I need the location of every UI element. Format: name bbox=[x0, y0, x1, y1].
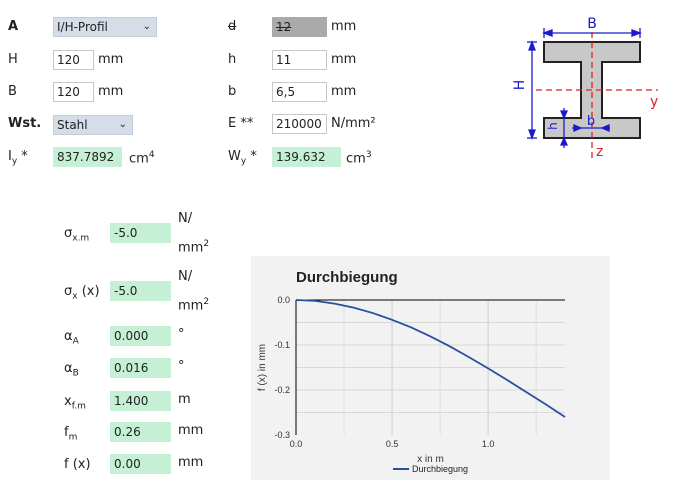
result-unit-2: mm2 bbox=[178, 239, 210, 256]
result-value: 0.26 bbox=[110, 422, 171, 442]
result-label: fm bbox=[64, 425, 78, 443]
result-label: σx.m bbox=[64, 226, 90, 244]
y-tick-label: 0.0 bbox=[277, 295, 290, 305]
wy-label: Wy * bbox=[228, 149, 257, 167]
flange-h-unit: mm bbox=[331, 52, 357, 67]
y-tick-label: -0.2 bbox=[274, 385, 290, 395]
a-label: A bbox=[8, 19, 19, 34]
legend-label: Durchbiegung bbox=[412, 464, 468, 474]
web-b-unit: mm bbox=[331, 84, 357, 99]
result-unit-2: mm2 bbox=[178, 297, 210, 314]
y-tick-label: -0.1 bbox=[274, 340, 290, 350]
d-label: d bbox=[228, 19, 237, 34]
result-unit: N/ bbox=[178, 269, 193, 284]
b-label: B bbox=[8, 84, 17, 99]
wy-unit: cm3 bbox=[346, 150, 372, 167]
y-axis-label: f (x) in mm bbox=[257, 344, 268, 391]
result-unit: m bbox=[178, 392, 191, 407]
result-unit: ° bbox=[178, 359, 185, 374]
x-axis-label: x in m bbox=[417, 454, 444, 465]
diagram-label-B: B bbox=[587, 16, 597, 32]
i-beam-diagram: B H h b y z bbox=[512, 16, 658, 160]
result-label: f (x) bbox=[64, 457, 91, 472]
profile-select-value: I/H-Profil bbox=[57, 20, 108, 34]
h-input[interactable]: 120 bbox=[53, 50, 94, 70]
h-unit: mm bbox=[98, 52, 124, 67]
x-tick-label: 1.0 bbox=[482, 439, 495, 449]
diagram-label-H: H bbox=[512, 80, 528, 91]
flange-h-input[interactable]: 11 bbox=[272, 50, 327, 70]
h-label: H bbox=[8, 52, 18, 67]
profile-select[interactable]: I/H-Profil ⌄ bbox=[53, 17, 157, 37]
diagram-label-b: b bbox=[587, 114, 595, 129]
material-select-value: Stahl bbox=[57, 118, 88, 132]
x-tick-label: 0.5 bbox=[386, 439, 399, 449]
chart-title: Durchbiegung bbox=[296, 269, 398, 286]
result-unit: mm bbox=[178, 455, 204, 470]
wy-output: 139.632 bbox=[272, 147, 341, 167]
x-tick-label: 0.0 bbox=[290, 439, 303, 449]
e-label: E ** bbox=[228, 116, 254, 131]
b-input[interactable]: 120 bbox=[53, 82, 94, 102]
series-line bbox=[295, 299, 566, 418]
result-unit: mm bbox=[178, 423, 204, 438]
result-label: αA bbox=[64, 329, 79, 347]
y-tick-label: -0.3 bbox=[274, 430, 290, 440]
d-input-disabled: 12 bbox=[272, 17, 327, 37]
result-label: σx (x) bbox=[64, 284, 100, 302]
web-b-label: b bbox=[228, 84, 237, 99]
result-label: xf.m bbox=[64, 394, 86, 412]
material-select[interactable]: Stahl ⌄ bbox=[53, 115, 133, 135]
b-unit: mm bbox=[98, 84, 124, 99]
chevron-down-icon: ⌄ bbox=[142, 21, 151, 32]
flange-h-label: h bbox=[228, 52, 237, 67]
result-label: αB bbox=[64, 361, 79, 379]
result-value: 0.00 bbox=[110, 454, 171, 474]
result-value: 1.400 bbox=[110, 391, 171, 411]
web-b-input[interactable]: 6,5 bbox=[272, 82, 327, 102]
material-label: Wst. bbox=[8, 116, 42, 131]
result-value: 0.000 bbox=[110, 326, 171, 346]
dimension-lines bbox=[527, 28, 642, 148]
axis-lines bbox=[536, 32, 658, 158]
diagram-label-y: y bbox=[650, 94, 658, 110]
result-unit: ° bbox=[178, 327, 185, 342]
result-value: 0.016 bbox=[110, 358, 171, 378]
chart-svg: 0.0 0.5 1.0 0.0 -0.1 -0.2 -0.3 x in m f (x) in m… bbox=[257, 295, 566, 474]
diagram-label-z: z bbox=[596, 144, 603, 160]
deflection-chart: Durchbiegung 0.0 0.5 1.0 0.0 -0.1 -0.2 -0.3 x i… bbox=[251, 256, 610, 480]
e-input[interactable]: 210000 bbox=[272, 114, 327, 134]
e-unit: N/mm² bbox=[331, 116, 376, 131]
chevron-down-icon: ⌄ bbox=[118, 119, 127, 130]
result-value: -5.0 bbox=[110, 281, 171, 301]
result-unit: N/ bbox=[178, 211, 193, 226]
iy-output: 837.7892 bbox=[53, 147, 122, 167]
diagram-label-h: h bbox=[546, 122, 560, 130]
d-unit: mm bbox=[331, 19, 357, 34]
iy-label: Iy * bbox=[8, 149, 28, 167]
result-value: -5.0 bbox=[110, 223, 171, 243]
iy-unit: cm4 bbox=[129, 150, 155, 167]
